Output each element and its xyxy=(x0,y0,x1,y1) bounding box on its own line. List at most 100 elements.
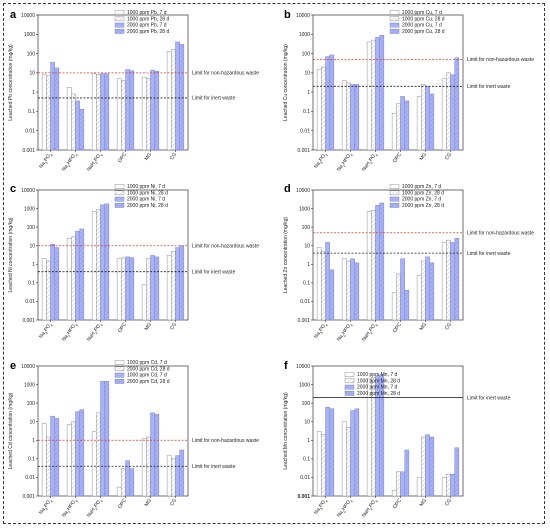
legend-label: 2000 ppm Cu, 7 d xyxy=(402,23,442,29)
y-tick-label: 0.001 xyxy=(22,148,35,154)
x-tick-label: MG xyxy=(144,322,154,332)
legend-label: 1000 ppm Ni, 7 d xyxy=(127,184,165,190)
bar-mg-series-4 xyxy=(429,262,435,321)
bar-mg-series-4 xyxy=(429,436,435,497)
bar-nah2po4-series-1 xyxy=(91,73,97,151)
y-tick-label: 0.1 xyxy=(303,457,310,463)
x-tick-label: OPC xyxy=(392,497,403,510)
bar-mg-series-2 xyxy=(421,84,426,151)
bar-mg-series-2 xyxy=(146,258,151,321)
bar-nah2po4-series-3 xyxy=(100,381,105,497)
y-tick-label: 10000 xyxy=(296,364,310,370)
legend-label: 1000 ppm Cu, 7 d xyxy=(402,10,442,16)
bar-cg-series-3 xyxy=(175,455,180,497)
legend-label: 2000 ppm Cd, 28 d xyxy=(127,379,170,385)
figure-frame xyxy=(3,3,545,524)
y-tick-label: 1 xyxy=(32,262,35,268)
x-tick-label: NaH2PO4 xyxy=(361,152,379,173)
bar-nah2po4-series-3 xyxy=(375,37,380,151)
y-tick-label: 100 xyxy=(27,401,36,407)
bar-mg-series-4 xyxy=(154,414,160,497)
bar-na3po4-series-2 xyxy=(321,66,326,151)
x-tick-label: CG xyxy=(169,322,178,332)
bar-na2hpo4-series-1 xyxy=(341,421,347,497)
x-tick-label: CG xyxy=(169,498,178,508)
bar-na3po4-series-1 xyxy=(316,69,322,151)
bar-cg-series-2 xyxy=(446,72,451,151)
legend-swatch xyxy=(114,184,125,189)
x-tick-label: MG xyxy=(419,322,429,332)
x-tick-label: OPC xyxy=(392,151,403,164)
bar-opc-series-3 xyxy=(400,96,405,151)
bar-na3po4-series-3 xyxy=(50,415,55,497)
bar-mg-series-3 xyxy=(425,434,430,497)
bar-na2hpo4-series-1 xyxy=(66,424,72,497)
bar-nah2po4-series-2 xyxy=(371,39,376,151)
plot-frame xyxy=(312,14,464,151)
y-tick-label: 0.001 xyxy=(297,318,310,324)
x-tick-label: Na3PO4 xyxy=(313,322,329,340)
bar-cg-series-1 xyxy=(166,255,172,321)
y-axis-label: Leached Pb concentration (mg/kg) xyxy=(8,44,14,121)
legend-label: 2000 ppm Pb, 28 d xyxy=(127,29,169,35)
bar-na2hpo4-series-2 xyxy=(346,427,351,497)
legend-label: 1000 ppm Mn, 7 d xyxy=(357,372,398,378)
bar-cg-series-3 xyxy=(450,473,455,497)
bar-opc-series-1 xyxy=(116,486,122,497)
bar-na3po4-series-2 xyxy=(46,75,51,151)
bar-na2hpo4-series-2 xyxy=(346,82,351,151)
legend-swatch xyxy=(389,184,400,189)
y-tick-label: 0.1 xyxy=(303,109,310,115)
bar-na3po4-series-2 xyxy=(321,434,326,497)
bar-cg-series-2 xyxy=(171,49,176,151)
bar-nah2po4-series-4 xyxy=(104,381,110,497)
x-tick-label: Na3PO4 xyxy=(313,152,329,170)
y-tick-label: 10000 xyxy=(21,188,35,194)
legend-label: 1000 ppm Ni, 28 d xyxy=(127,190,168,196)
limit-label: Limit for non-hazardous waste xyxy=(192,244,259,250)
legend-label: 2000 ppm Ni, 28 d xyxy=(127,203,168,209)
bar-na2hpo4-series-2 xyxy=(71,93,76,151)
y-tick-label: 1 xyxy=(32,438,35,444)
x-tick-label: OPC xyxy=(117,497,128,510)
y-tick-label: 10000 xyxy=(296,188,310,194)
limit-label: Limit for non-hazardous waste xyxy=(467,57,534,63)
y-tick-label: 0.01 xyxy=(25,299,35,305)
bar-opc-series-1 xyxy=(391,292,397,321)
plot-frame xyxy=(37,14,189,151)
legend-swatch xyxy=(114,29,125,34)
limit-label: Limit for non-hazardous waste xyxy=(192,71,259,77)
legend-label: 2000 ppm Zn, 7 d xyxy=(402,197,441,203)
legend-swatch xyxy=(344,372,355,377)
legend-label: 2000 ppm Cd, 28 d xyxy=(127,366,170,372)
x-tick-label: Na2HPO4 xyxy=(61,322,79,343)
x-tick-label: OPC xyxy=(392,321,403,334)
bar-na3po4-series-1 xyxy=(41,423,47,497)
bar-na3po4-series-4 xyxy=(54,418,60,497)
x-tick-label: Na2HPO4 xyxy=(336,498,354,519)
y-tick-label: 0.001 xyxy=(297,148,310,154)
bar-cg-series-1 xyxy=(166,51,172,151)
bar-cg-series-2 xyxy=(446,239,451,321)
bar-mg-series-1 xyxy=(416,477,422,497)
y-tick-label: 1000 xyxy=(24,32,35,38)
y-tick-label: 0.1 xyxy=(28,281,35,287)
legend-swatch xyxy=(389,190,400,196)
bar-opc-series-2 xyxy=(121,468,126,497)
y-tick-label: 10 xyxy=(29,71,35,77)
legend-swatch xyxy=(114,360,125,365)
bar-na2hpo4-series-4 xyxy=(79,109,85,151)
bar-opc-series-4 xyxy=(129,70,135,151)
bar-mg-series-4 xyxy=(154,256,160,321)
limit-label: Limit for inert waste xyxy=(467,251,511,257)
x-tick-label: NaH2PO4 xyxy=(361,322,379,343)
bar-nah2po4-series-1 xyxy=(91,431,97,497)
bar-opc-series-2 xyxy=(396,103,401,151)
x-tick-label: OPC xyxy=(117,321,128,334)
legend-swatch xyxy=(389,196,400,202)
y-tick-label: 0.01 xyxy=(300,475,310,481)
bar-mg-series-1 xyxy=(141,438,147,497)
bar-cg-series-3 xyxy=(175,247,180,321)
bar-na2hpo4-series-3 xyxy=(75,411,80,497)
bar-na3po4-series-1 xyxy=(41,74,47,151)
